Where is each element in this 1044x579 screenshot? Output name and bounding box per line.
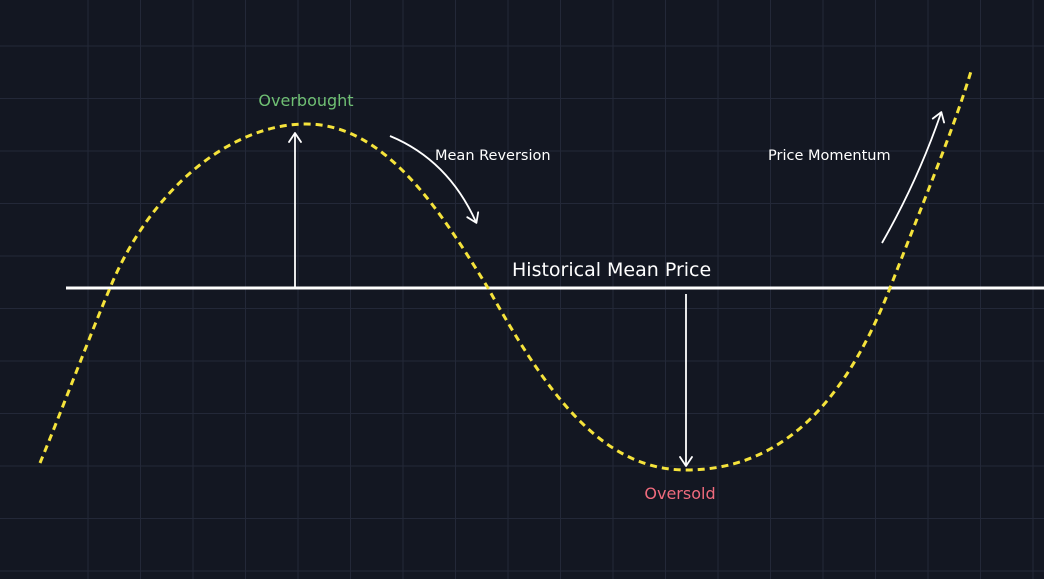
price-curve — [38, 67, 974, 472]
mean-reversion-label: Mean Reversion — [435, 148, 551, 164]
price-momentum-arrow — [881, 111, 945, 244]
mean-reversion-arrow — [389, 135, 480, 224]
oversold-label: Oversold — [644, 484, 715, 503]
price-momentum-label: Price Momentum — [768, 148, 891, 164]
overbought-label: Overbought — [258, 91, 353, 110]
historical-mean-label: Historical Mean Price — [512, 259, 711, 281]
